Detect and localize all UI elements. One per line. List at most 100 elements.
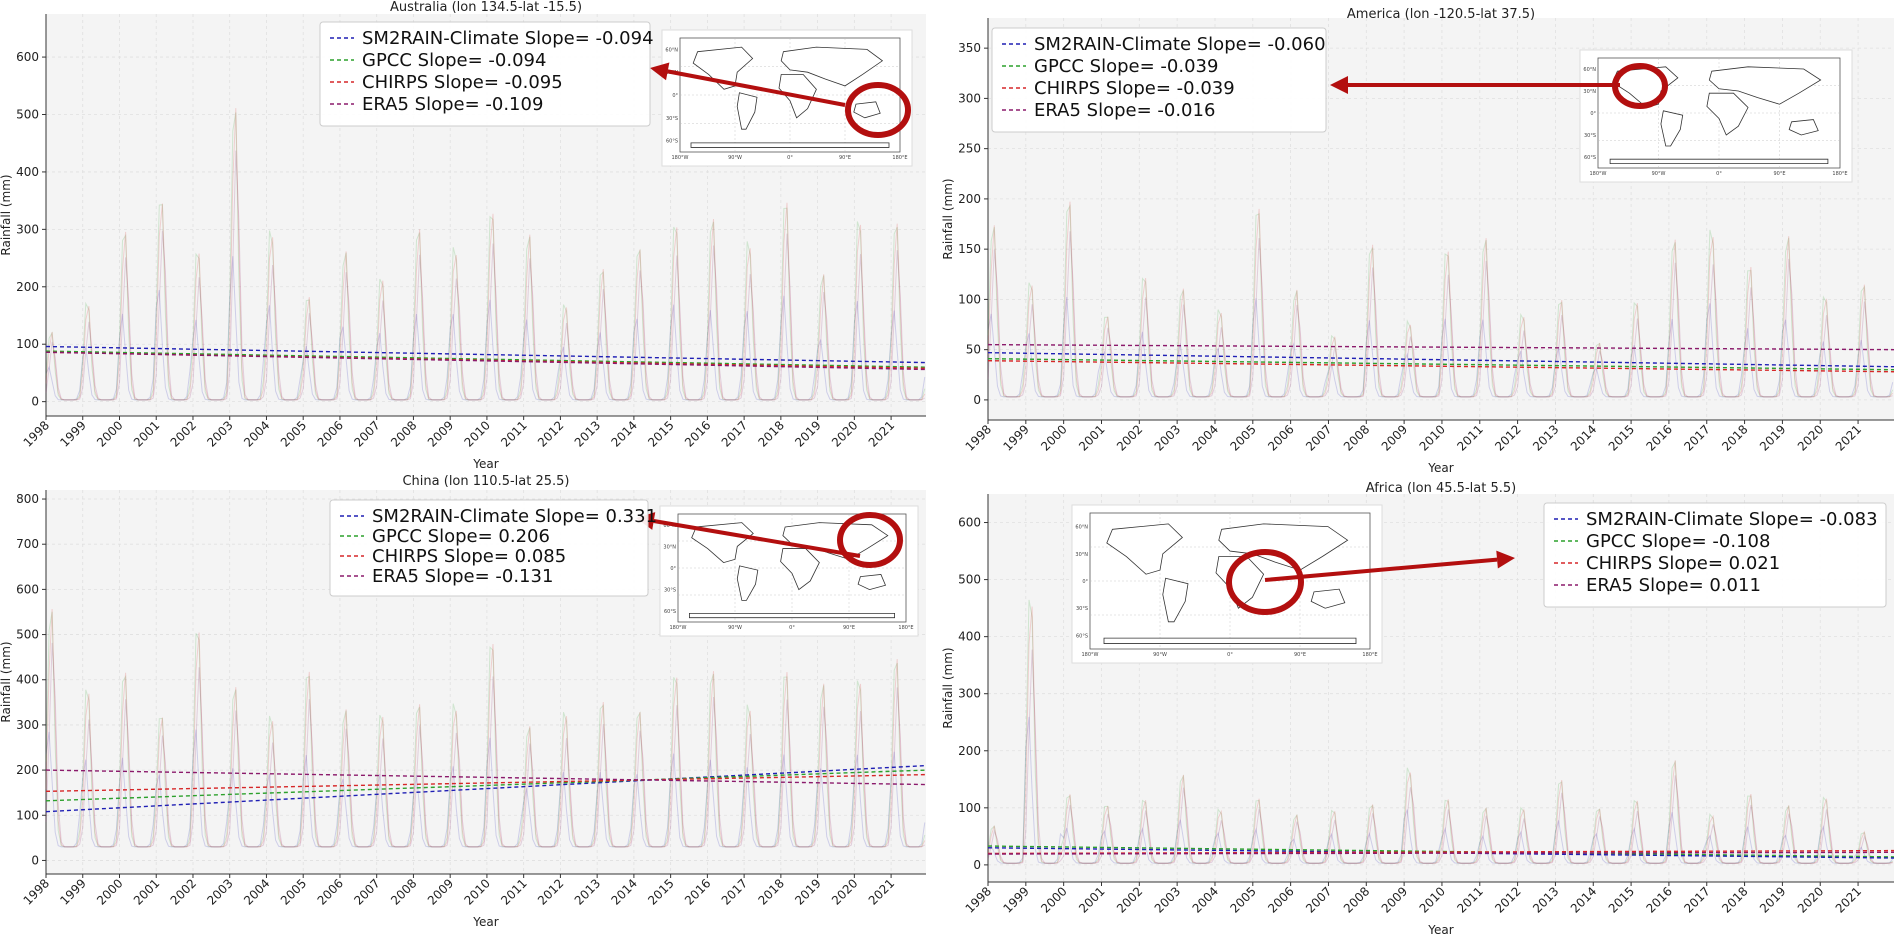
- x-tick-label: 2017: [719, 876, 750, 907]
- x-tick-label: 2012: [1492, 422, 1523, 453]
- y-tick-label: 0: [973, 393, 981, 407]
- x-tick-label: 2008: [1341, 884, 1372, 915]
- x-tick-label: 2015: [1606, 884, 1637, 915]
- pointer-arrow-shaft: [653, 519, 861, 558]
- y-tick-label: 100: [16, 337, 39, 351]
- x-tick-label: 2009: [1379, 422, 1410, 453]
- legend-label-era5: ERA5 Slope= -0.016: [1034, 100, 1215, 121]
- x-tick-label: 2002: [168, 418, 199, 449]
- location-circle: [837, 512, 903, 568]
- map-lat-label: 60°S: [664, 609, 676, 615]
- x-tick-label: 2015: [645, 876, 676, 907]
- x-tick-label: 2014: [1568, 884, 1599, 915]
- x-tick-label: 2001: [1076, 884, 1107, 915]
- location-circle: [845, 82, 911, 138]
- y-tick-label: 300: [958, 687, 981, 701]
- map-lat-label: 0°: [1590, 111, 1596, 117]
- x-tick-label: 2000: [94, 418, 125, 449]
- x-tick-label: 2020: [829, 876, 860, 907]
- legend-box: [1543, 502, 1887, 608]
- x-tick-label: 2013: [572, 876, 603, 907]
- x-tick-label: 2001: [131, 876, 162, 907]
- x-tick-label: 2002: [1114, 884, 1145, 915]
- y-tick-label: 600: [958, 516, 981, 530]
- y-tick-label: 100: [958, 292, 981, 306]
- y-tick-label: 200: [16, 763, 39, 777]
- x-tick-label: 2005: [278, 418, 309, 449]
- map-antarctica: [690, 142, 890, 148]
- x-tick-label: 2019: [1757, 884, 1788, 915]
- y-tick-label: 200: [958, 744, 981, 758]
- map-eurasia: [1708, 66, 1822, 105]
- x-tick-label: 2019: [792, 418, 823, 449]
- x-tick-label: 2021: [1833, 884, 1864, 915]
- legend-label-gpcc: GPCC Slope= -0.039: [1034, 56, 1218, 77]
- map-lon-label: 180°E: [1362, 652, 1377, 658]
- x-tick-label: 2003: [204, 418, 235, 449]
- y-tick-label: 100: [958, 801, 981, 815]
- map-australia: [857, 574, 887, 591]
- legend-label-chirps: CHIRPS Slope= 0.085: [372, 546, 566, 567]
- y-tick-label: 350: [958, 41, 981, 55]
- x-tick-label: 2015: [1606, 422, 1637, 453]
- x-tick-label: 2004: [241, 418, 272, 449]
- map-lat-label: 0°: [670, 566, 676, 572]
- x-tick-label: 1998: [963, 884, 994, 915]
- y-tick-label: 600: [16, 582, 39, 596]
- map-australia: [1310, 588, 1346, 609]
- x-tick-label: 2001: [131, 418, 162, 449]
- x-tick-label: 1999: [1000, 884, 1031, 915]
- x-tick-label: 2001: [1076, 422, 1107, 453]
- x-tick-label: 2009: [1379, 884, 1410, 915]
- x-tick-label: 2018: [755, 876, 786, 907]
- y-axis-label: Rainfall (mm): [0, 641, 13, 722]
- x-tick-label: 2000: [1038, 422, 1069, 453]
- x-tick-label: 2021: [866, 876, 897, 907]
- x-tick-label: 2016: [1644, 422, 1675, 453]
- pointer-arrow-shaft: [667, 69, 846, 107]
- x-tick-label: 2018: [1719, 884, 1750, 915]
- map-africa: [1215, 556, 1265, 609]
- y-tick-label: 300: [16, 718, 39, 732]
- map-lon-label: 90°W: [728, 155, 742, 161]
- x-tick-label: 1999: [57, 418, 88, 449]
- pointer-arrow-head: [650, 62, 670, 81]
- map-lat-label: 60°S: [666, 139, 678, 145]
- map-lat-label: 30°S: [666, 116, 678, 122]
- map-north-america: [1106, 523, 1183, 575]
- x-tick-label: 2003: [1152, 884, 1183, 915]
- y-tick-label: 700: [16, 537, 39, 551]
- y-tick-label: 400: [16, 673, 39, 687]
- x-tick-label: 2017: [1681, 422, 1712, 453]
- x-tick-label: 2016: [1644, 884, 1675, 915]
- map-lon-label: 90°E: [1294, 652, 1306, 658]
- map-lat-label: 30°N: [663, 544, 676, 550]
- x-tick-label: 2016: [682, 418, 713, 449]
- y-axis-label: Rainfall (mm): [941, 178, 955, 259]
- x-tick-label: 2020: [1795, 422, 1826, 453]
- map-lat-label: 60°N: [1583, 67, 1596, 73]
- legend-box: [329, 499, 649, 597]
- legend-label-gpcc: GPCC Slope= -0.094: [362, 50, 546, 71]
- x-tick-label: 2003: [204, 876, 235, 907]
- map-south-america: [736, 565, 759, 601]
- y-tick-label: 300: [958, 91, 981, 105]
- x-tick-label: 2007: [351, 876, 382, 907]
- x-tick-label: 2014: [609, 876, 640, 907]
- map-lon-label: 180°W: [1590, 171, 1607, 177]
- x-tick-label: 2014: [1568, 422, 1599, 453]
- x-tick-label: 2007: [1303, 884, 1334, 915]
- legend-label-gpcc: GPCC Slope= 0.206: [372, 526, 550, 547]
- x-tick-label: 2014: [609, 418, 640, 449]
- map-south-america: [1660, 110, 1684, 147]
- x-tick-label: 2000: [1038, 884, 1069, 915]
- map-antarctica: [689, 612, 895, 619]
- x-tick-label: 2007: [351, 418, 382, 449]
- y-tick-label: 500: [16, 108, 39, 122]
- x-tick-label: 1998: [21, 876, 52, 907]
- x-tick-label: 2011: [498, 418, 529, 449]
